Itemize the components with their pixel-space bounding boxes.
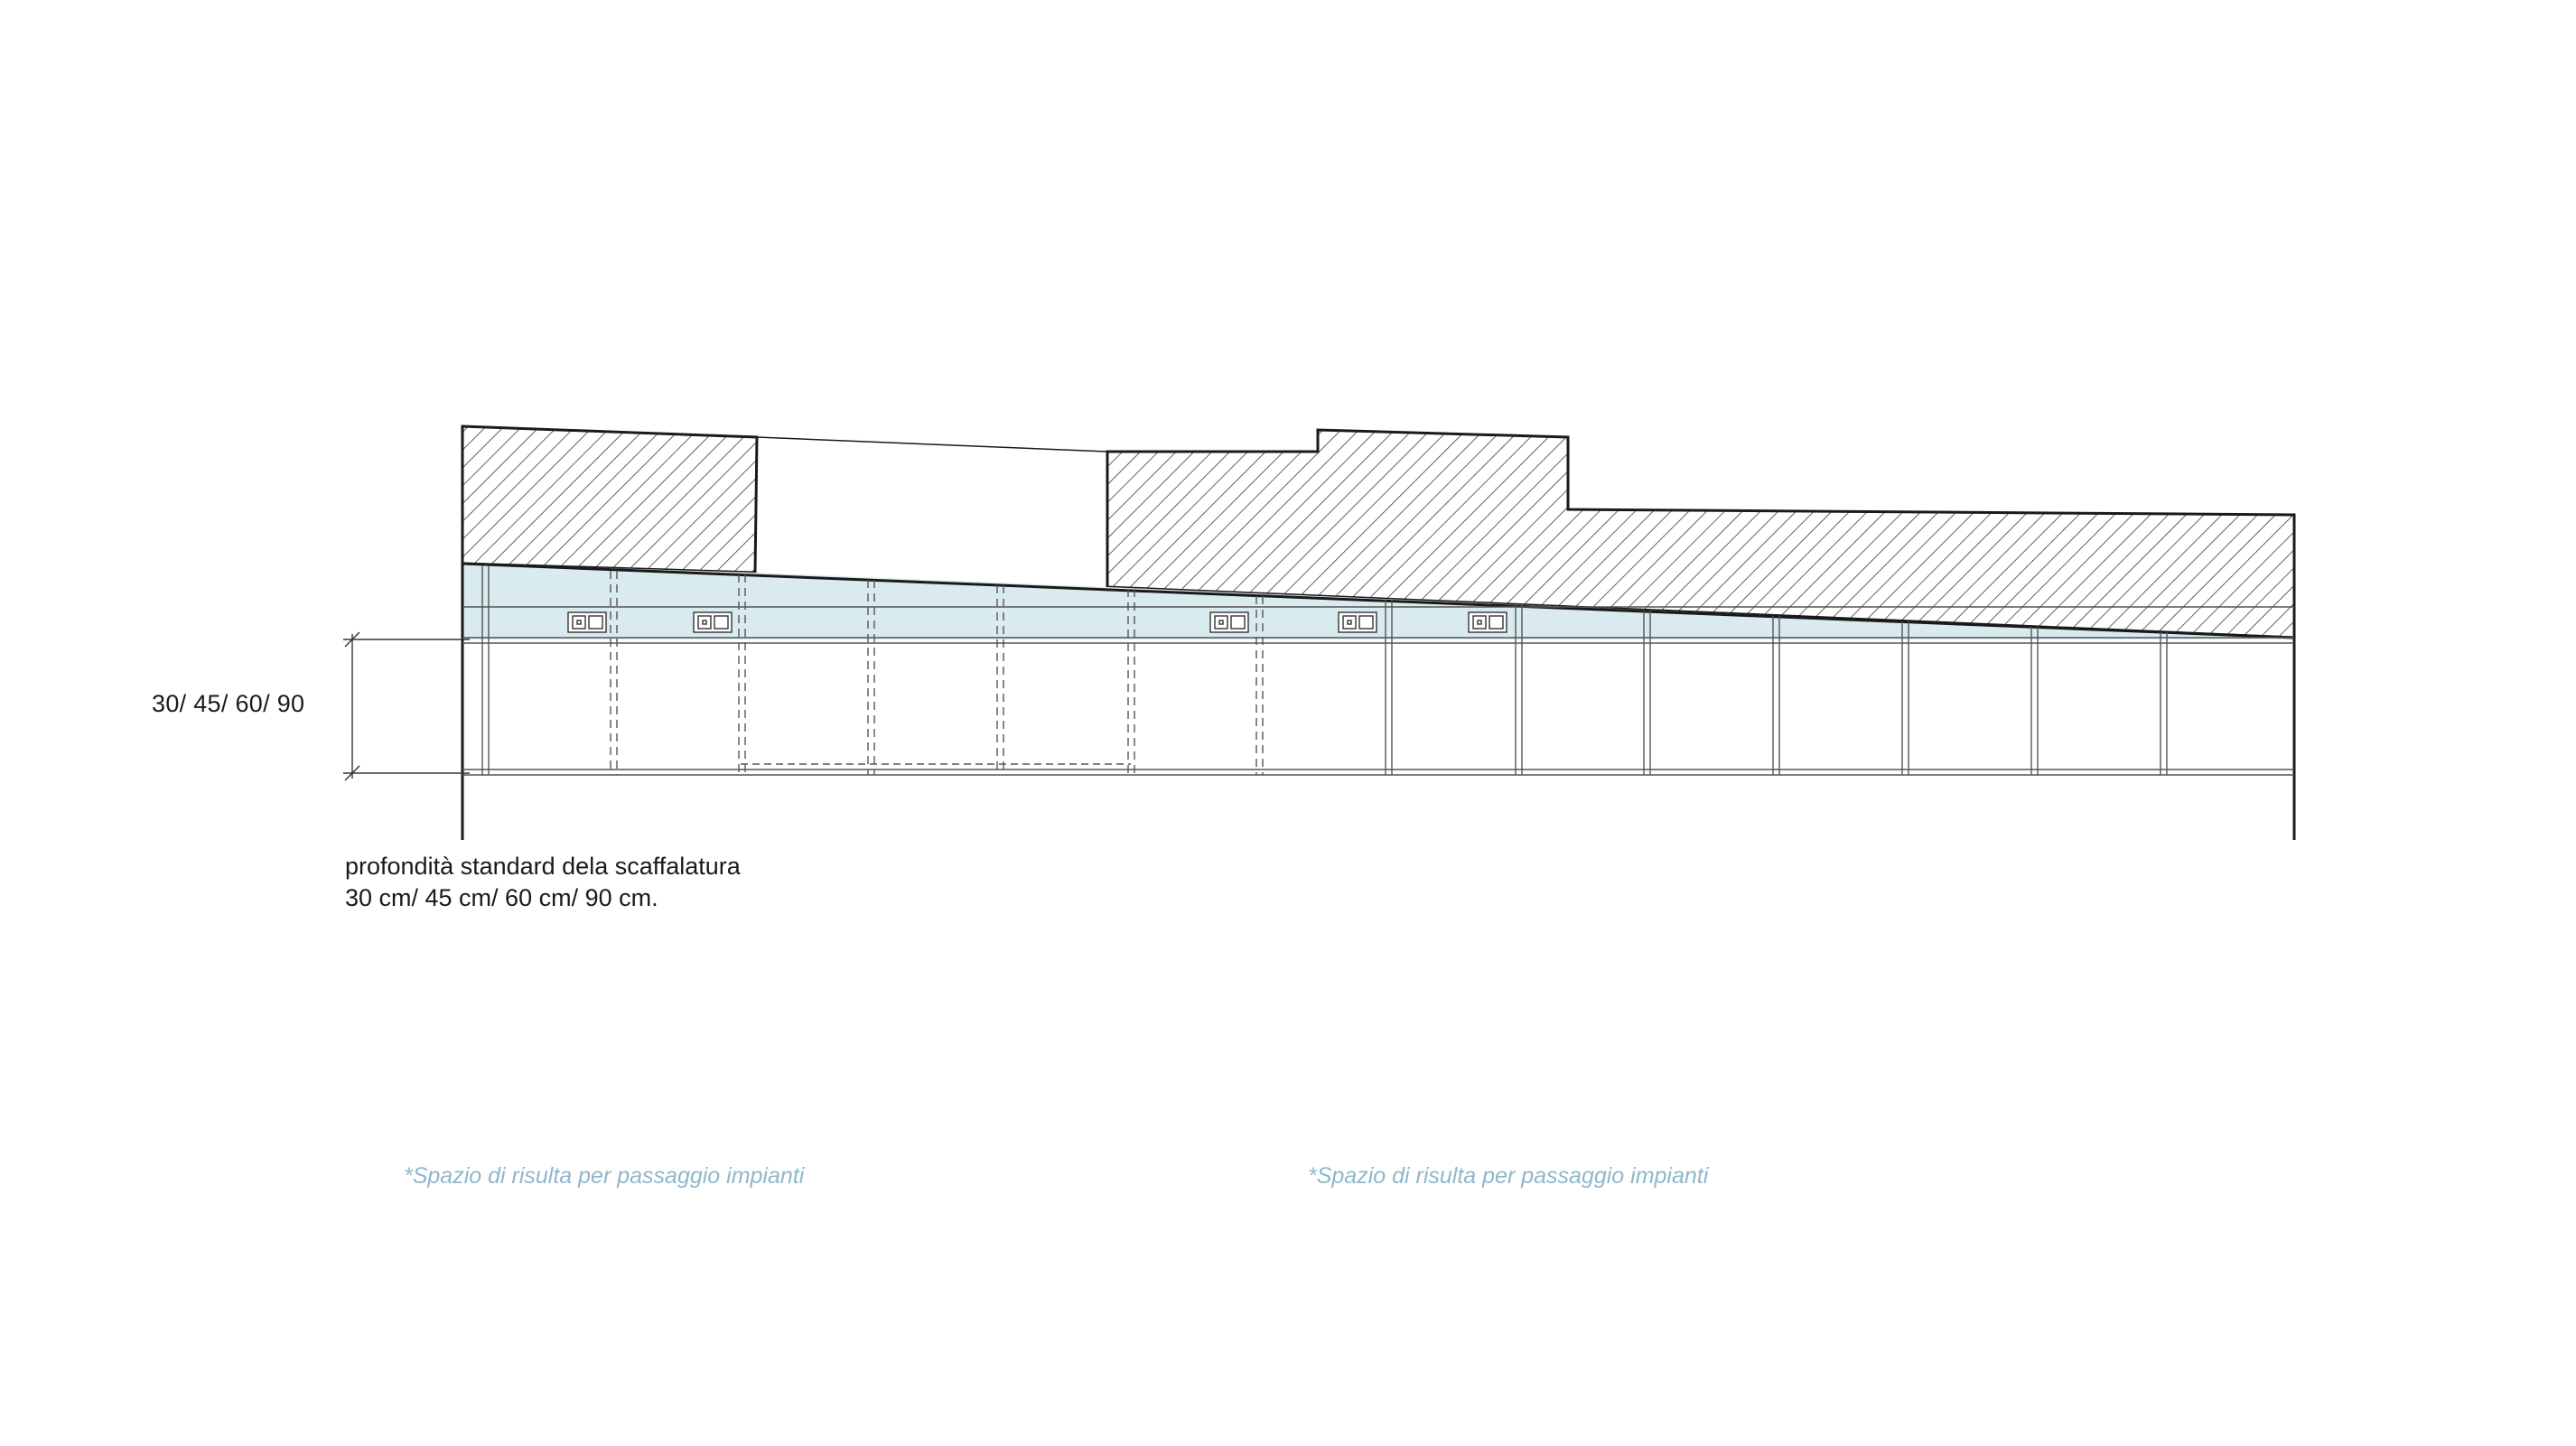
- shelf-depth-note: profondità standard dela scaffalatura 30…: [345, 851, 741, 914]
- shelf-depth-note-line2: 30 cm/ 45 cm/ 60 cm/ 90 cm.: [345, 884, 658, 911]
- socket-icon: [1338, 611, 1377, 633]
- sloped-ceiling-line: [462, 562, 2295, 639]
- shelving-horizontals: [462, 606, 2294, 776]
- opening-top-line: [756, 436, 1108, 452]
- service-space-note-left: *Spazio di risulta per passaggio impiant…: [404, 1163, 805, 1189]
- socket-icon: [1468, 611, 1507, 633]
- socket-icon: [693, 611, 733, 633]
- dimension-label: 30/ 45/ 60/ 90: [152, 690, 305, 717]
- service-space-note-right: *Spazio di risulta per passaggio impiant…: [1308, 1163, 1709, 1189]
- solid-module-dividers: [481, 565, 2168, 775]
- hatched-wall-left: [461, 424, 759, 574]
- socket-icon: [1209, 611, 1249, 633]
- socket-icon: [567, 611, 607, 633]
- depth-dimension-line: [343, 631, 470, 781]
- socket-icons: [567, 611, 1507, 633]
- dashed-module-dividers: [610, 571, 1264, 775]
- shelf-depth-note-line1: profondità standard dela scaffalatura: [345, 853, 741, 880]
